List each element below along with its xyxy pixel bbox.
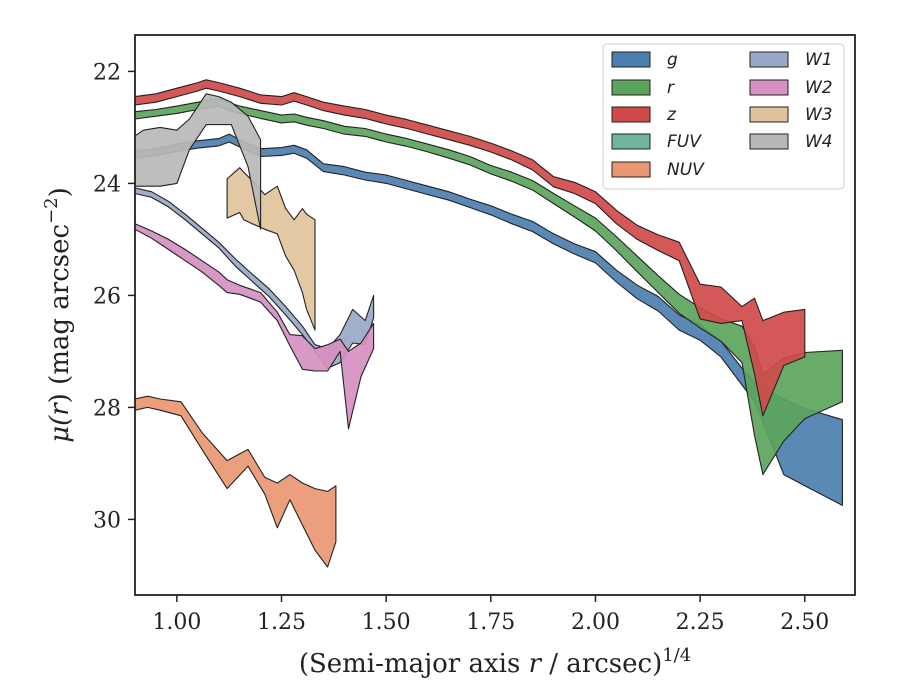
legend-swatch-g <box>611 51 651 68</box>
x-axis-label: (Semi-major axis r / arcsec)1/4 <box>299 645 691 679</box>
legend-label-nuv: NUV <box>667 160 705 180</box>
legend-label-w3: W3 <box>805 105 833 125</box>
x-tick-label: 1.25 <box>257 610 306 635</box>
legend-swatch-w4 <box>749 133 789 150</box>
legend-label-fuv: FUV <box>667 132 702 152</box>
band-w1 <box>134 187 375 369</box>
y-tick-label: 26 <box>93 284 121 309</box>
band-g <box>134 133 843 506</box>
band-w4 <box>134 93 262 230</box>
x-tick-label: 2.50 <box>780 610 829 635</box>
y-axis-ticks: 22 24 26 28 30 <box>93 60 135 533</box>
plot-frame <box>134 34 856 596</box>
x-tick-label: 1.50 <box>362 610 411 635</box>
x-tick-label: 2.00 <box>571 610 620 635</box>
x-tick-label: 2.25 <box>676 610 725 635</box>
legend-label-z: z <box>666 105 677 125</box>
legend: grz FUV NUV W1 W2 W3 W4 <box>602 43 845 190</box>
band-r <box>134 97 843 476</box>
y-tick-label: 28 <box>93 396 121 421</box>
legend-swatch-w2 <box>749 79 789 96</box>
legend-swatch-w3 <box>749 106 789 123</box>
band-w2 <box>134 223 375 430</box>
x-tick-label: 1.75 <box>466 610 515 635</box>
y-tick-label: 30 <box>93 508 121 533</box>
series-bands <box>134 79 843 568</box>
legend-swatch-z <box>611 106 651 123</box>
x-tick-label: 1.00 <box>152 610 201 635</box>
y-axis-label: μ(r) (mag arcsec−2) <box>41 187 75 443</box>
legend-label-w2: W2 <box>805 78 833 98</box>
y-tick-label: 24 <box>93 172 121 197</box>
legend-swatch-r <box>611 79 651 96</box>
legend-label-w4: W4 <box>805 132 833 152</box>
legend-swatch-w1 <box>749 51 789 68</box>
legend-swatch-nuv <box>611 161 651 178</box>
legend-label-g: g <box>667 50 678 70</box>
band-z <box>134 79 806 417</box>
band-nuv <box>134 395 337 568</box>
legend-swatch-fuv <box>611 133 651 150</box>
y-tick-label: 22 <box>93 60 121 85</box>
legend-label-r: r <box>667 78 675 98</box>
x-axis-ticks: 1.00 1.25 1.50 1.75 2.00 2.25 2.50 <box>152 595 829 635</box>
legend-label-w1: W1 <box>805 50 833 70</box>
